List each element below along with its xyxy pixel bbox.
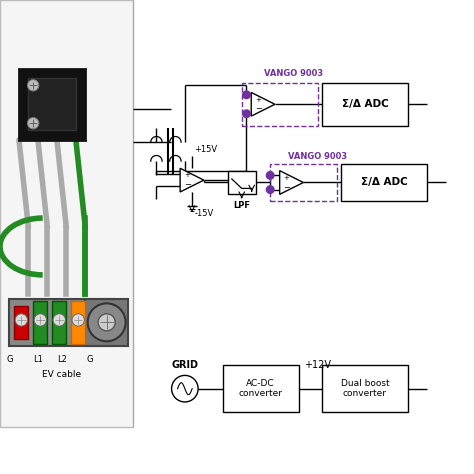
Circle shape xyxy=(72,314,84,326)
Circle shape xyxy=(27,80,39,91)
Bar xyxy=(85,299,128,346)
Text: VANGO 9003: VANGO 9003 xyxy=(264,69,323,78)
Text: L2: L2 xyxy=(57,356,66,365)
Bar xyxy=(71,301,85,344)
Text: Σ/Δ ADC: Σ/Δ ADC xyxy=(361,177,407,188)
Text: -15V: -15V xyxy=(194,209,214,218)
Text: G: G xyxy=(87,356,93,365)
Bar xyxy=(322,83,408,126)
Bar xyxy=(223,365,299,412)
Circle shape xyxy=(88,303,126,341)
Bar xyxy=(242,83,318,126)
Circle shape xyxy=(243,91,250,99)
Circle shape xyxy=(98,314,115,331)
Polygon shape xyxy=(280,171,303,194)
Text: −: − xyxy=(184,181,191,189)
Text: VANGO 9003: VANGO 9003 xyxy=(288,152,347,161)
Circle shape xyxy=(27,118,39,129)
Circle shape xyxy=(243,110,250,118)
Bar xyxy=(341,164,427,201)
Bar xyxy=(9,299,114,346)
Circle shape xyxy=(266,186,274,193)
Text: +: + xyxy=(255,97,261,102)
Circle shape xyxy=(15,314,27,326)
Text: L1: L1 xyxy=(33,356,43,365)
Circle shape xyxy=(34,314,46,326)
Bar xyxy=(228,171,256,194)
Circle shape xyxy=(266,172,274,179)
Bar xyxy=(14,306,28,339)
Text: AC-DC
converter: AC-DC converter xyxy=(239,379,283,398)
Text: Σ/Δ ADC: Σ/Δ ADC xyxy=(342,99,388,109)
Bar xyxy=(28,78,76,130)
Text: +12V: +12V xyxy=(304,360,331,370)
Bar xyxy=(19,69,85,140)
Text: −: − xyxy=(255,105,262,113)
Bar xyxy=(270,164,337,201)
Text: +: + xyxy=(184,173,190,178)
Bar xyxy=(33,301,47,344)
Polygon shape xyxy=(180,168,204,192)
Text: −: − xyxy=(283,183,291,191)
Bar xyxy=(0,0,133,427)
Bar xyxy=(322,365,408,412)
Text: G: G xyxy=(6,356,13,365)
Circle shape xyxy=(172,375,198,402)
Bar xyxy=(52,301,66,344)
Text: +: + xyxy=(283,175,289,181)
Circle shape xyxy=(53,314,65,326)
Text: EV cable: EV cable xyxy=(42,370,81,379)
Text: GRID: GRID xyxy=(172,360,198,370)
Polygon shape xyxy=(251,92,275,116)
Text: +15V: +15V xyxy=(194,145,218,154)
Text: Dual boost
converter: Dual boost converter xyxy=(341,379,389,398)
Text: LPF: LPF xyxy=(233,201,250,210)
